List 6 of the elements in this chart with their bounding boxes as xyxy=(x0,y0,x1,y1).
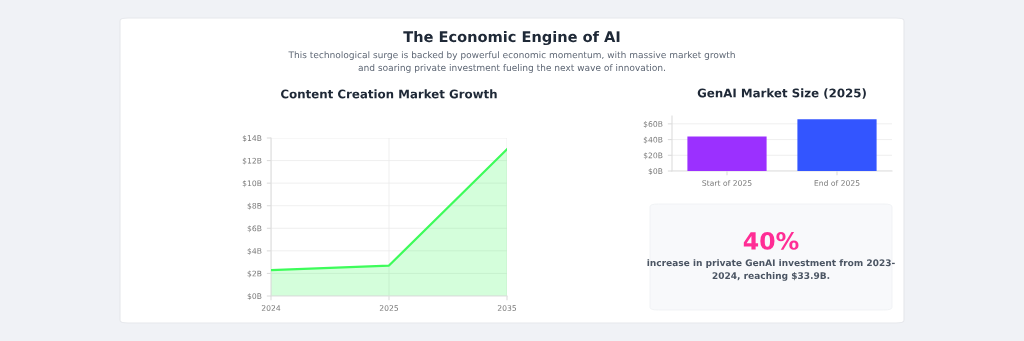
text: 40% xyxy=(743,231,799,250)
chart-title: GenAI Market Size (2025) xyxy=(697,88,866,99)
chart-title: Content Creation Market Growth xyxy=(281,89,497,99)
text: increase in private GenAI investment from 2023- 2024, reaching $33.9B. xyxy=(647,259,895,281)
text: The Economic Engine of AI xyxy=(403,30,620,46)
text: This technological surge is backed by powerful economic momentum, with massive market growth and soaring private investment fueling the next wave of innovation. xyxy=(288,51,735,73)
